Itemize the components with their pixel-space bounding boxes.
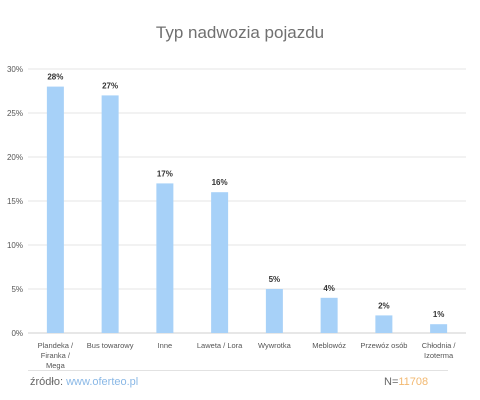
x-tick-label: Bus towarowy <box>87 341 134 350</box>
chart-title: Typ nadwozia pojazdu <box>156 23 324 42</box>
labels: 28% Plandeka / Firanka / Mega 27% Bus towarow… <box>38 73 457 370</box>
data-label: 28% <box>47 73 63 82</box>
grid: 0% 5% 10% 15% 20% 25% 30% <box>7 65 466 338</box>
bar <box>156 183 174 333</box>
bar <box>211 192 229 333</box>
y-tick-label: 15% <box>7 197 23 206</box>
y-tick-label: 25% <box>7 109 23 118</box>
data-label: 4% <box>323 284 335 293</box>
bar <box>46 86 64 333</box>
source-note: źródło: www.oferteo.pl <box>30 376 138 388</box>
data-label: 17% <box>157 169 173 178</box>
y-tick-label: 30% <box>7 65 23 74</box>
y-tick-label: 5% <box>11 285 23 294</box>
x-tick-label: Wywrotka <box>258 341 292 350</box>
bar <box>101 95 119 334</box>
source-label: źródło: <box>30 376 64 388</box>
x-tick-label: Chłodnia / Izoterma <box>422 341 457 360</box>
x-tick-label: Laweta / Lora <box>197 341 243 350</box>
sample-size: N=11708 <box>384 376 428 388</box>
sample-size-label: N= <box>384 376 399 388</box>
x-tick-label: Plandeka / Firanka / Mega <box>38 341 74 370</box>
footer-divider <box>28 370 448 371</box>
y-tick-label: 0% <box>11 329 23 338</box>
data-label: 16% <box>212 178 228 187</box>
data-label: 1% <box>433 310 445 319</box>
y-tick-label: 10% <box>7 241 23 250</box>
source-link[interactable]: www.oferteo.pl <box>66 376 139 388</box>
data-label: 27% <box>102 81 118 90</box>
data-label: 5% <box>269 275 281 284</box>
x-tick-label: Meblowóz <box>312 341 346 350</box>
bars <box>46 86 448 334</box>
sample-size-value: 11708 <box>398 376 429 388</box>
data-label: 2% <box>378 301 390 310</box>
bar <box>375 315 393 333</box>
x-tick-label: Inne <box>158 341 173 350</box>
x-tick-label: Przewóz osób <box>360 341 407 350</box>
bar <box>430 324 448 333</box>
bar <box>265 289 283 333</box>
y-tick-label: 20% <box>7 153 23 162</box>
bar <box>320 297 338 333</box>
